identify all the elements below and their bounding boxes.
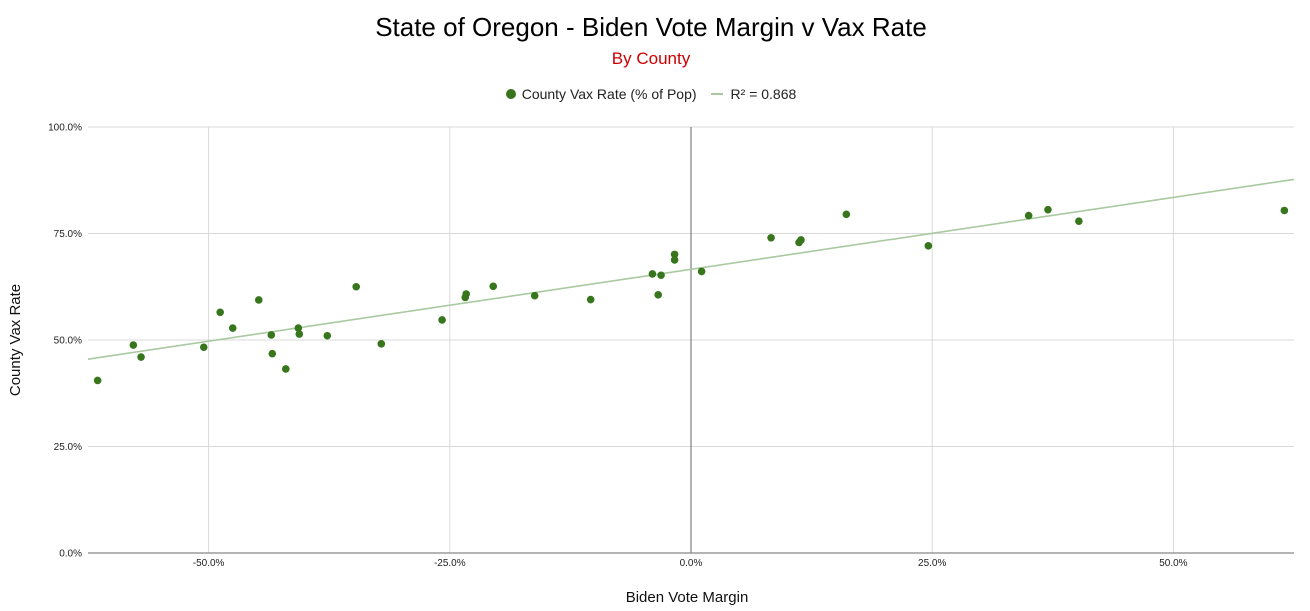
data-point[interactable] [1024,211,1033,220]
y-tick-label: 0.0% [59,549,82,560]
legend-line-icon [710,93,723,95]
data-point[interactable] [842,210,851,219]
data-point[interactable] [323,331,332,340]
legend: County Vax Rate (% of Pop) R² = 0.868 [0,86,1302,102]
y-tick-label: 25.0% [54,442,82,453]
data-point[interactable] [281,365,290,373]
legend-item-trendline[interactable]: R² = 0.868 [710,86,797,102]
axis-layer: 0.0% 25.0% 50.0% 75.0% 100.0% -50.0% -25.0% 0.0… [48,123,1294,569]
x-tick-label: 50.0% [1159,558,1187,569]
chart-title: State of Oregon - Biden Vote Margin v Va… [375,12,927,42]
data-point[interactable] [586,295,595,304]
data-point[interactable] [657,271,665,280]
data-point[interactable] [1044,205,1052,214]
data-point[interactable] [530,291,539,300]
data-point[interactable] [295,330,304,338]
data-point[interactable] [670,256,679,264]
data-point[interactable] [267,331,276,339]
data-point[interactable] [924,242,933,250]
data-point[interactable] [767,233,775,242]
trendline [87,178,1295,360]
data-point[interactable] [438,316,446,324]
x-tick-label: 25.0% [918,558,946,569]
data-point[interactable] [352,282,361,291]
data-point[interactable] [1280,206,1289,215]
data-point[interactable] [137,353,145,361]
data-point[interactable] [462,290,471,298]
data-point[interactable] [1075,217,1083,225]
legend-label-trendline: R² = 0.868 [730,86,797,102]
data-point[interactable] [670,250,679,259]
data-point[interactable] [377,340,386,348]
data-point[interactable] [93,376,102,385]
y-axis-title: County Vax Rate [7,284,24,396]
x-tick-label: -25.0% [434,558,466,569]
y-tick-label: 50.0% [54,336,82,347]
data-point[interactable] [199,343,208,352]
chart-subtitle: By County [611,49,691,68]
data-point[interactable] [797,236,805,244]
data-point[interactable] [294,324,303,332]
data-point[interactable] [228,324,237,332]
data-point[interactable] [254,296,263,304]
data-point[interactable] [489,282,498,291]
legend-item-series[interactable]: County Vax Rate (% of Pop) [505,86,697,102]
x-axis-title: Biden Vote Margin [626,589,749,606]
x-tick-label: 0.0% [680,558,703,569]
data-point[interactable] [697,267,706,276]
legend-label-series: County Vax Rate (% of Pop) [521,86,697,102]
data-point[interactable] [129,341,138,349]
data-point[interactable] [216,308,224,317]
data-point[interactable] [268,349,277,358]
x-tick-label: -50.0% [193,558,225,569]
trendline-layer [87,178,1295,360]
data-point[interactable] [654,291,662,299]
y-tick-label: 100.0% [48,123,82,134]
point-layer [93,205,1289,385]
data-point[interactable] [648,270,657,278]
y-tick-label: 75.0% [54,229,82,240]
legend-dot-icon [505,89,516,99]
